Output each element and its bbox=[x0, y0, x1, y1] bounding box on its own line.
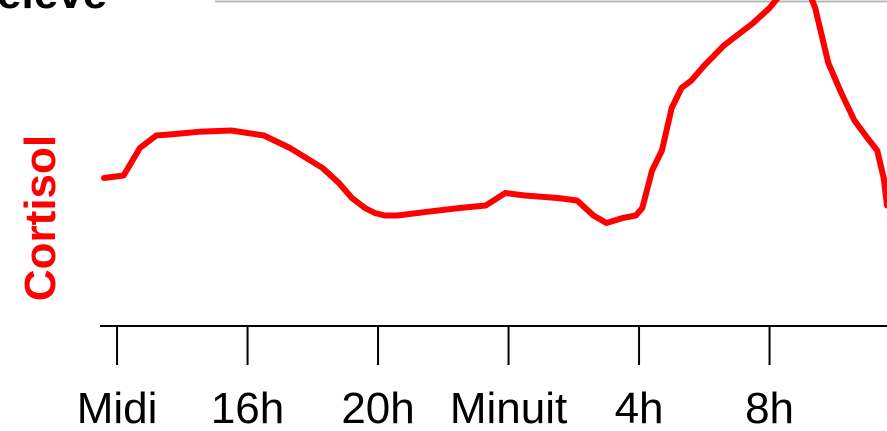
x-tick-label-4: 4h bbox=[615, 384, 664, 431]
x-tick-label-1: 16h bbox=[211, 384, 284, 431]
series-line-cortisol bbox=[101, 0, 887, 226]
x-axis-ticks bbox=[116, 326, 771, 365]
y-axis-label: Cortisol bbox=[16, 135, 65, 301]
x-tick-label-5: 8h bbox=[745, 384, 794, 431]
chart-title-fragment: elevé bbox=[0, 0, 107, 18]
x-tick-label-3: Minuit bbox=[450, 384, 567, 431]
x-axis-tick-labels: Midi 16h 20h Minuit 4h 8h bbox=[77, 384, 794, 431]
x-tick-label-0: Midi bbox=[77, 384, 158, 431]
x-tick-label-2: 20h bbox=[341, 384, 414, 431]
